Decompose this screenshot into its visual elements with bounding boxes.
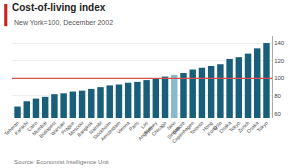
svg-text:Prague: Prague	[60, 120, 76, 136]
svg-text:Vienna: Vienna	[115, 120, 130, 135]
svg-text:Nairobi: Nairobi	[88, 120, 103, 135]
svg-text:Karachi: Karachi	[13, 120, 29, 136]
svg-text:LosAngeles: LosAngeles	[132, 119, 154, 141]
svg-text:80: 80	[274, 93, 281, 99]
svg-text:Moscow: Moscow	[67, 119, 84, 136]
svg-text:New York=100, December 2002: New York=100, December 2002	[14, 19, 113, 26]
svg-text:Cost-of-living index: Cost-of-living index	[12, 2, 106, 13]
svg-text:Bangkok: Bangkok	[76, 119, 94, 137]
svg-text:Warsaw: Warsaw	[49, 119, 66, 136]
svg-text:Zurich: Zurich	[236, 120, 250, 134]
svg-text:Tokyo: Tokyo	[228, 120, 242, 134]
svg-text:Chicago: Chicago	[150, 120, 167, 137]
svg-text:Paris: Paris	[128, 119, 141, 132]
svg-text:HongKong: HongKong	[201, 120, 218, 137]
svg-text:120: 120	[274, 58, 285, 64]
svg-text:Source: Economist Intelligence: Source: Economist Intelligence Unit	[14, 159, 109, 165]
svg-text:Osaka: Osaka	[245, 120, 260, 135]
svg-text:Tokyo: Tokyo	[255, 120, 269, 134]
svg-text:Osaka: Osaka	[218, 120, 233, 135]
svg-text:140: 140	[274, 40, 285, 46]
svg-text:Amsterdam: Amsterdam	[99, 120, 121, 142]
svg-text:100: 100	[274, 75, 285, 81]
svg-text:Singapore: Singapore	[166, 120, 187, 141]
svg-text:Stockholm: Stockholm	[91, 120, 112, 141]
svg-text:Sydney: Sydney	[142, 119, 158, 135]
svg-text:NewYork: NewYork	[165, 119, 181, 135]
svg-text:Copenhagen: Copenhagen	[171, 120, 196, 145]
svg-text:Cairo: Cairo	[26, 120, 39, 133]
svg-text:Oslo: Oslo	[211, 120, 223, 132]
svg-text:Teheran: Teheran	[3, 120, 20, 137]
svg-text:Mumbai: Mumbai	[31, 120, 48, 137]
svg-text:Toronto: Toronto	[188, 120, 204, 136]
svg-text:60: 60	[274, 111, 281, 117]
svg-text:Budapest: Budapest	[38, 119, 58, 139]
